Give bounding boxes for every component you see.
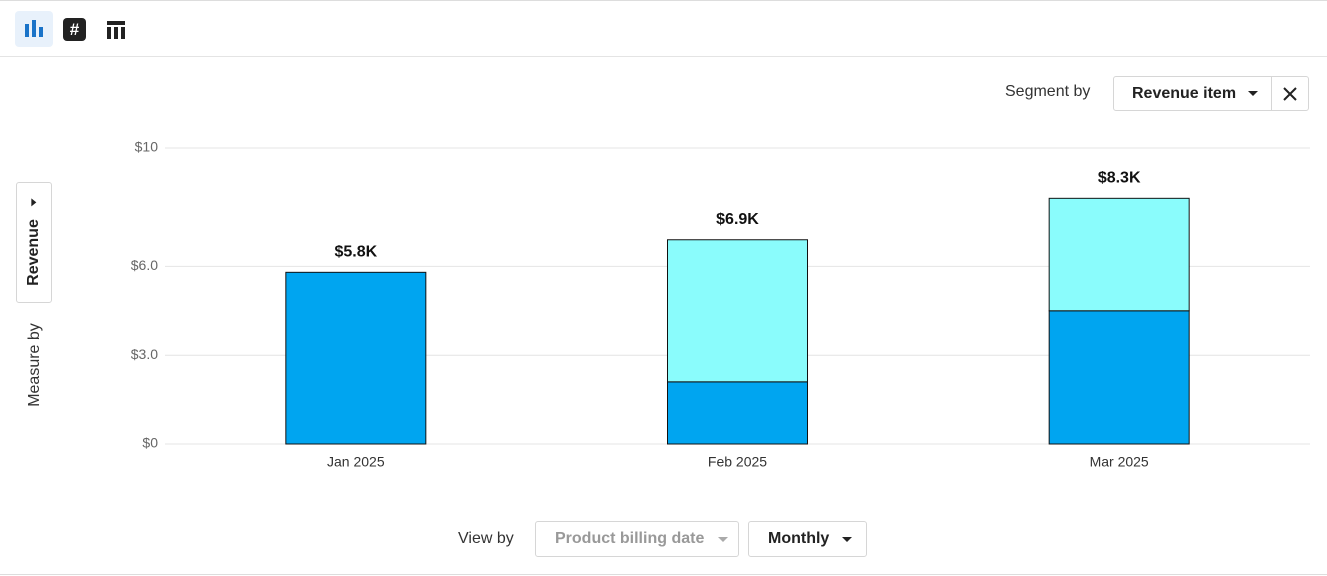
table-view-button[interactable] xyxy=(106,20,126,45)
x-tick-label: Feb 2025 xyxy=(708,454,767,470)
x-tick-label: Jan 2025 xyxy=(327,454,385,470)
clear-segment-button[interactable] xyxy=(1271,76,1309,111)
y-tick-label: $10 xyxy=(135,139,159,155)
close-icon xyxy=(1283,86,1297,101)
total-label: $8.3K xyxy=(1098,170,1141,187)
total-label: $6.9K xyxy=(716,211,759,228)
measure-dropdown[interactable]: Revenue xyxy=(16,182,52,303)
view-field: Product billing date xyxy=(555,530,705,547)
caret xyxy=(1248,91,1259,96)
bar-segment xyxy=(1048,197,1190,312)
y-tick-label: $0 xyxy=(142,435,158,451)
bar-segment xyxy=(667,239,808,383)
y-tick-label: $3.0 xyxy=(131,346,158,362)
number-view-button[interactable]: # xyxy=(63,18,86,41)
table-icon xyxy=(107,21,125,39)
segment-label: Segment by xyxy=(1005,83,1091,100)
interval-dropdown[interactable]: Monthly xyxy=(748,521,867,557)
bar-segment xyxy=(285,271,427,445)
view-label: View by xyxy=(458,530,514,547)
bar-segment xyxy=(1048,310,1190,445)
x-tick-label: Mar 2025 xyxy=(1090,454,1149,470)
y-tick-label: $6.0 xyxy=(131,257,158,273)
chart-view-button[interactable] xyxy=(15,11,53,47)
interval-value: Monthly xyxy=(768,530,830,547)
segment-value: Revenue item xyxy=(1132,84,1237,102)
total-label: $5.8K xyxy=(334,244,377,261)
top-border xyxy=(0,0,1327,1)
bottom-border xyxy=(0,574,1327,575)
caret xyxy=(718,536,729,542)
toolbar-divider xyxy=(0,56,1327,57)
chart-icon xyxy=(25,20,43,37)
bar-segment xyxy=(667,381,808,445)
caret xyxy=(842,536,853,542)
view-field-dropdown[interactable]: Product billing date xyxy=(535,521,739,557)
